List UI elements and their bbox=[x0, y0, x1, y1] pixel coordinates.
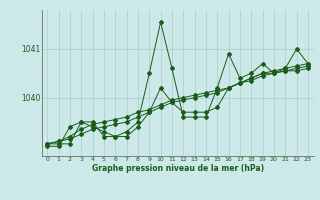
X-axis label: Graphe pression niveau de la mer (hPa): Graphe pression niveau de la mer (hPa) bbox=[92, 164, 264, 173]
